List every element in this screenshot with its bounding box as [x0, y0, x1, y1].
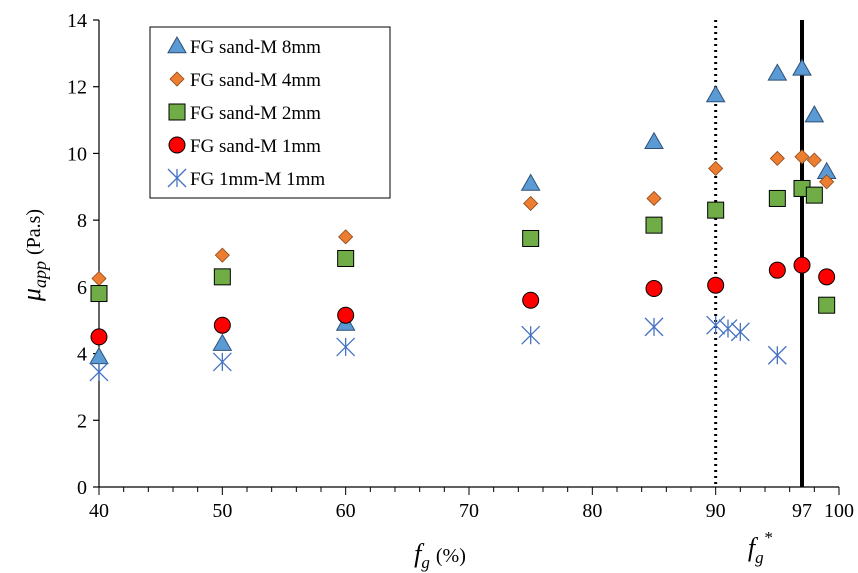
data-point	[336, 337, 356, 357]
y-tick-label: 4	[77, 344, 87, 366]
legend-entry: FG sand-M 4mm	[169, 70, 321, 91]
data-point	[705, 85, 726, 103]
data-point	[337, 306, 355, 324]
data-point	[707, 201, 725, 219]
y-tick-label: 8	[77, 210, 87, 232]
y-ticks: 0 2 4 6 8 10 12 14	[67, 10, 99, 499]
x-axis-title: fg (%)	[414, 539, 466, 572]
legend-marker	[168, 136, 186, 154]
data-point	[213, 268, 231, 286]
legend-label: FG sand-M 2mm	[190, 103, 321, 124]
legend-entry: FG sand-M 1mm	[168, 136, 321, 157]
legend-label: FG sand-M 1mm	[190, 136, 321, 157]
data-point	[522, 291, 540, 309]
data-point	[768, 189, 786, 207]
legend-label: FG sand-M 8mm	[190, 37, 321, 58]
data-point	[213, 316, 231, 334]
series-2	[90, 179, 836, 314]
legend-label: FG 1mm-M 1mm	[190, 169, 325, 190]
data-point	[337, 250, 355, 268]
y-tick-label: 10	[67, 143, 87, 165]
data-point	[645, 280, 663, 298]
data-point	[644, 131, 664, 150]
data-point	[818, 268, 836, 286]
legend-label: FG sand-M 4mm	[190, 70, 321, 91]
data-point	[212, 352, 232, 372]
x-tick-label: 90	[706, 500, 726, 522]
legend-entry: FG sand-M 2mm	[168, 103, 321, 124]
y-tick-label: 14	[67, 10, 87, 32]
data-point	[90, 328, 108, 346]
data-point	[707, 276, 725, 294]
x-tick-label: 50	[212, 500, 232, 522]
data-point	[212, 333, 233, 351]
data-point	[523, 195, 539, 212]
data-point	[706, 315, 726, 335]
data-point	[522, 229, 540, 247]
data-point	[214, 247, 230, 263]
legend: FG sand-M 8mm FG sand-M 4mm FG sand-M 2mm F…	[149, 26, 391, 199]
reference-lines	[714, 20, 804, 487]
data-point	[90, 285, 108, 303]
legend-box	[149, 26, 391, 199]
data-point	[338, 229, 354, 245]
series-1	[91, 149, 835, 287]
series-4	[89, 315, 787, 382]
legend-marker	[168, 103, 186, 121]
data-point	[89, 362, 109, 382]
data-point	[819, 174, 835, 190]
data-point	[521, 325, 541, 345]
critical-fraction-label: fg*	[748, 528, 773, 567]
x-tick-label: 100	[824, 500, 854, 522]
series-3	[90, 256, 836, 346]
x-tick-label: 40	[89, 500, 109, 522]
y-tick-label: 0	[77, 477, 87, 499]
data-point	[767, 63, 788, 81]
data-point	[805, 186, 823, 204]
data-point	[806, 152, 822, 168]
legend-marker	[169, 71, 185, 87]
data-point	[730, 322, 750, 342]
data-point	[767, 345, 787, 365]
y-axis-title: μapp(Pa.s)	[17, 209, 50, 302]
data-point	[718, 319, 738, 339]
data-point	[91, 270, 107, 287]
y-tick-label: 2	[77, 410, 87, 432]
x-ticks: 40 50 60 70 80 90 97 100	[89, 487, 854, 522]
x-tick-label: 97	[792, 500, 812, 522]
legend-entry: FG sand-M 8mm	[167, 35, 321, 58]
data-point	[708, 160, 724, 177]
data-point	[818, 296, 836, 314]
data-point	[794, 149, 810, 165]
data-point	[792, 58, 812, 76]
legend-marker	[167, 168, 187, 188]
data-point	[89, 346, 109, 365]
data-point	[769, 150, 785, 166]
x-tick-label: 80	[582, 500, 602, 522]
data-markers	[89, 58, 837, 382]
data-point	[793, 256, 811, 274]
y-tick-label: 6	[77, 277, 87, 299]
data-point	[646, 190, 662, 207]
x-tick-label: 60	[336, 500, 356, 522]
data-point	[768, 261, 786, 279]
data-point	[644, 317, 664, 337]
y-tick-label: 12	[67, 77, 87, 99]
series-0	[89, 58, 837, 365]
data-point	[645, 216, 663, 234]
legend-marker	[167, 35, 187, 54]
legend-entry: FG 1mm-M 1mm	[167, 168, 325, 190]
x-tick-label: 70	[459, 500, 479, 522]
data-point	[804, 105, 825, 123]
data-point	[520, 173, 541, 191]
